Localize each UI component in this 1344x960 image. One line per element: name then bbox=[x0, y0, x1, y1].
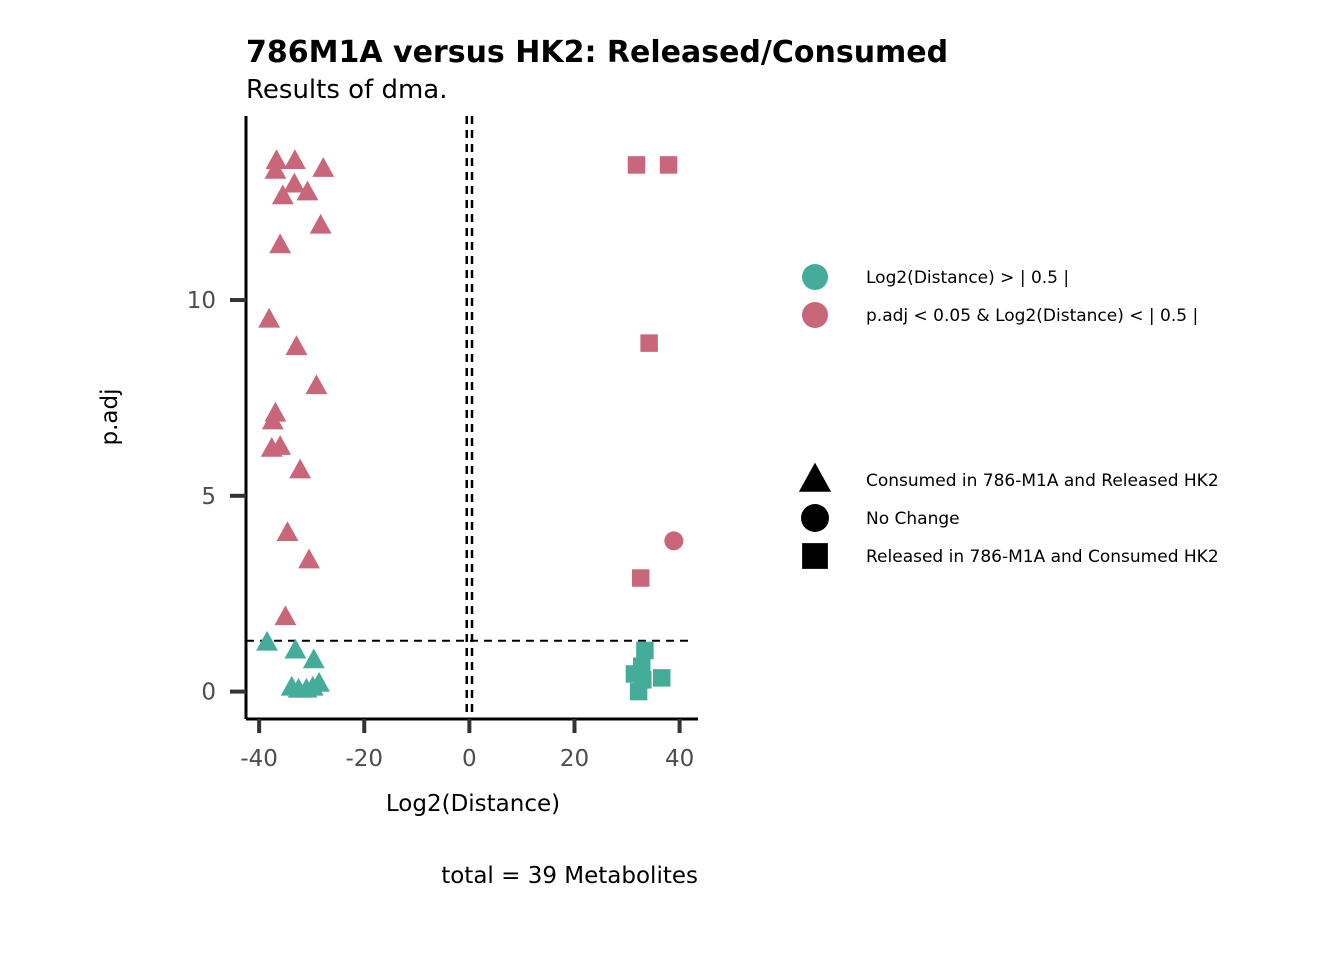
data-point-triangle bbox=[285, 335, 308, 355]
x-axis-title: Log2(Distance) bbox=[386, 791, 560, 817]
y-tick-label: 5 bbox=[201, 484, 216, 510]
legend-color-label: p.adj < 0.05 & Log2(Distance) < | 0.5 | bbox=[866, 306, 1198, 326]
data-point-triangle bbox=[269, 233, 292, 254]
data-point-triangle bbox=[305, 374, 328, 395]
axes bbox=[244, 116, 698, 721]
legend-color-key bbox=[802, 302, 828, 328]
data-point-triangle bbox=[274, 605, 297, 626]
data-point-triangle bbox=[312, 157, 335, 177]
legend-color-key bbox=[802, 264, 828, 290]
data-point-triangle bbox=[256, 630, 278, 651]
data-point-triangle bbox=[298, 548, 320, 569]
data-point-triangle bbox=[309, 213, 332, 234]
data-point-square bbox=[640, 334, 658, 352]
data-point-triangle bbox=[276, 521, 299, 541]
data-point-triangle bbox=[264, 159, 287, 179]
chart-caption: total = 39 Metabolites bbox=[441, 863, 698, 889]
chart-subtitle: Results of dma. bbox=[246, 75, 448, 105]
data-point-triangle bbox=[265, 149, 288, 170]
data-point-triangle bbox=[258, 307, 281, 328]
data-point-square bbox=[629, 682, 648, 701]
legend-shape-label: No Change bbox=[866, 509, 960, 529]
x-axis-ticks: -40 -20 0 20 40 bbox=[240, 719, 694, 772]
data-point-triangle bbox=[271, 184, 294, 205]
data-point-square bbox=[652, 669, 671, 687]
data-point-triangle bbox=[284, 638, 307, 659]
y-tick-label: 10 bbox=[187, 288, 216, 314]
x-tick-label: -40 bbox=[240, 746, 278, 772]
legend: Log2(Distance) > | 0.5 | p.adj < 0.05 & L… bbox=[798, 264, 1219, 569]
x-tick-label: 20 bbox=[560, 746, 589, 772]
data-point-triangle bbox=[261, 409, 284, 430]
y-axis-title: p.adj bbox=[97, 389, 123, 446]
data-point-square bbox=[636, 641, 654, 660]
chart-title: 786M1A versus HK2: Released/Consumed bbox=[246, 35, 948, 70]
x-tick-label: 0 bbox=[462, 746, 477, 772]
y-axis-ticks: 0 5 10 bbox=[187, 288, 246, 706]
legend-shape-key-square bbox=[802, 543, 828, 569]
data-point-triangle bbox=[302, 648, 325, 669]
legend-color-label: Log2(Distance) > | 0.5 | bbox=[866, 268, 1069, 288]
data-point-square bbox=[631, 569, 650, 587]
legend-shape-key-circle bbox=[801, 504, 829, 532]
data-point-square bbox=[627, 156, 646, 174]
legend-shape-label: Consumed in 786-M1A and Released HK2 bbox=[866, 471, 1219, 491]
x-tick-label: 40 bbox=[665, 746, 694, 772]
legend-shape-label: Released in 786-M1A and Consumed HK2 bbox=[866, 547, 1219, 567]
data-point-triangle bbox=[283, 172, 306, 193]
reference-lines bbox=[246, 116, 692, 719]
data-point-triangle bbox=[283, 149, 306, 170]
data-point-triangle bbox=[296, 180, 319, 201]
x-tick-label: -20 bbox=[345, 746, 383, 772]
data-points bbox=[256, 149, 684, 701]
data-point-triangle bbox=[260, 437, 283, 457]
data-point-triangle bbox=[280, 675, 303, 696]
y-tick-label: 0 bbox=[201, 680, 216, 706]
data-point-circle bbox=[664, 531, 684, 551]
legend-shape-key-triangle bbox=[798, 462, 832, 492]
data-point-square bbox=[659, 156, 678, 174]
data-point-triangle bbox=[289, 458, 312, 479]
